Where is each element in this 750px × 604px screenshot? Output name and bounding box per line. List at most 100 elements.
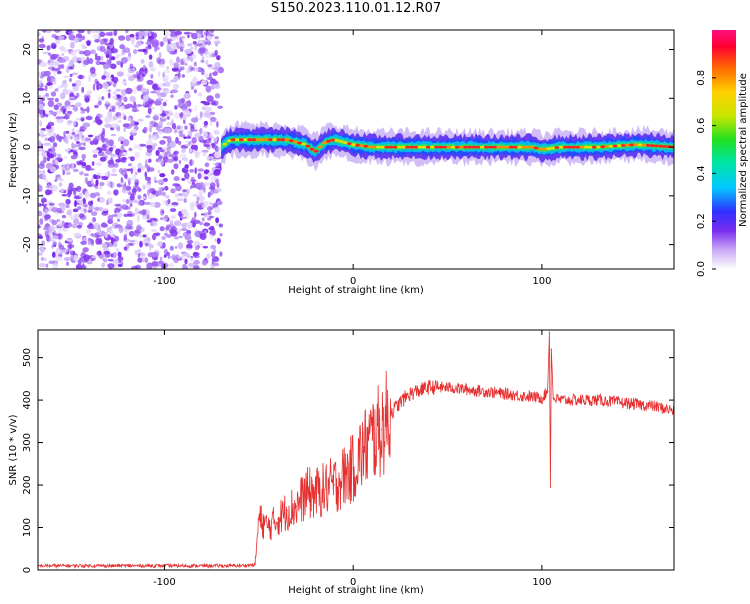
noise-speckle [86, 228, 92, 233]
noise-speckle [62, 170, 65, 176]
noise-speckle [38, 252, 43, 256]
noise-speckle [154, 46, 158, 53]
noise-speckle [164, 81, 171, 87]
snr-point [390, 412, 392, 414]
spectrogram-y-tick-label: -20 [22, 236, 33, 252]
noise-speckle [209, 215, 214, 219]
noise-speckle [38, 225, 42, 229]
noise-speckle [216, 187, 222, 193]
snr-point [380, 429, 383, 431]
noise-speckle [96, 192, 101, 197]
noise-speckle [113, 32, 117, 36]
noise-speckle [71, 163, 75, 171]
noise-speckle [76, 160, 81, 165]
noise-speckle [159, 173, 166, 178]
noise-speckle [84, 177, 88, 184]
noise-speckle [107, 110, 113, 118]
noise-speckle [102, 63, 111, 69]
ridge-peak [338, 140, 344, 143]
noise-speckle [117, 120, 122, 123]
ridge-peak [583, 145, 589, 149]
colorbar-gradient [712, 30, 736, 269]
noise-speckle [209, 121, 213, 126]
noise-speckle [178, 235, 183, 239]
noise-speckle [58, 182, 63, 187]
noise-speckle [159, 140, 166, 145]
noise-speckle [194, 105, 197, 112]
noise-speckle [98, 251, 102, 256]
noise-speckle [68, 182, 74, 189]
ridge-peak [641, 143, 647, 147]
ridge-peak [475, 145, 481, 149]
noise-speckle [141, 257, 146, 263]
noise-speckle [99, 45, 106, 53]
noise-speckle [201, 56, 205, 60]
noise-speckle [78, 146, 86, 151]
noise-speckle [88, 204, 94, 212]
colorbar-tick-label: 0.4 [696, 165, 707, 181]
noise-speckle [190, 86, 195, 90]
noise-speckle [144, 30, 150, 33]
snr-x-tick-label: -100 [153, 577, 176, 588]
noise-speckle [208, 186, 215, 190]
noise-speckle [98, 100, 102, 106]
noise-speckle [48, 231, 53, 237]
noise-speckle [186, 188, 190, 195]
noise-speckle [174, 30, 183, 36]
colorbar-tick-label: 0.2 [696, 213, 707, 229]
noise-speckle [139, 234, 143, 239]
ridge-peak [471, 145, 477, 149]
noise-speckle [89, 66, 96, 74]
noise-speckle [69, 96, 75, 100]
noise-speckle [84, 45, 87, 49]
snr-point [560, 399, 562, 401]
noise-speckle [107, 183, 111, 187]
noise-speckle [194, 82, 200, 87]
ridge-peak [297, 141, 302, 145]
noise-speckle [200, 138, 204, 143]
noise-speckle [169, 79, 178, 83]
noise-speckle [203, 31, 210, 37]
noise-speckle [140, 88, 148, 93]
noise-speckle [115, 111, 122, 118]
noise-speckle [80, 130, 84, 134]
noise-speckle [164, 127, 172, 134]
ridge-peak [384, 145, 390, 149]
ridge-peak [558, 145, 564, 149]
noise-speckle [72, 128, 75, 133]
noise-speckle [95, 186, 99, 190]
colorbar: 0.0 0.2 0.4 0.6 0.8 Normalized spectral ampl… [696, 30, 749, 277]
noise-speckle [69, 78, 72, 82]
noise-speckle [131, 39, 135, 46]
noise-speckle [212, 66, 219, 71]
noise-speckle [191, 53, 197, 60]
noise-speckle [83, 94, 91, 99]
noise-speckle [157, 179, 165, 185]
noise-speckle [104, 231, 108, 239]
noise-speckle [63, 75, 69, 79]
noise-speckle [123, 234, 128, 241]
noise-speckle [107, 258, 114, 262]
noise-speckle [95, 172, 102, 176]
noise-speckle [100, 39, 104, 46]
noise-speckle [129, 34, 135, 38]
noise-speckle [167, 116, 170, 120]
noise-speckle [196, 196, 200, 202]
noise-speckle [87, 200, 93, 206]
noise-speckle [104, 123, 112, 128]
snr-point [552, 397, 554, 399]
noise-speckle [60, 190, 64, 194]
noise-speckle [166, 66, 170, 70]
noise-speckle [46, 234, 50, 242]
noise-speckle [45, 177, 48, 184]
noise-speckle [157, 94, 162, 98]
noise-speckle [199, 127, 203, 134]
noise-speckle [147, 189, 150, 196]
noise-speckle [64, 155, 67, 160]
noise-speckle [176, 197, 184, 202]
noise-speckle [55, 159, 59, 166]
noise-speckle [126, 219, 134, 227]
noise-speckle [159, 149, 165, 153]
noise-speckle [129, 95, 136, 103]
noise-speckle [199, 221, 203, 226]
